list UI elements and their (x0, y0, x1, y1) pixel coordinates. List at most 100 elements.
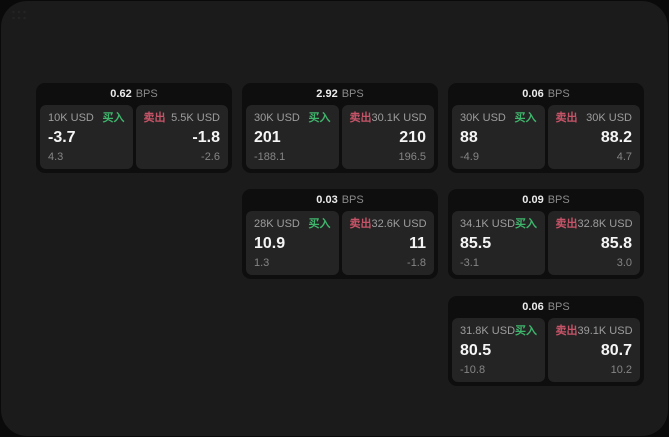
buy-panel[interactable]: 10K USD 买入 -3.7 4.3 (40, 105, 133, 169)
buy-top-row: 28K USD 买入 (254, 218, 331, 230)
buy-top-row: 34.1K USD 买入 (460, 218, 537, 230)
bps-value: 0.06 (522, 88, 544, 100)
buy-panel[interactable]: 30K USD 买入 201 -188.1 (246, 105, 339, 169)
sell-price: 85.8 (600, 234, 632, 252)
buy-delta: -188.1 (254, 151, 286, 163)
sell-delta: 196.5 (398, 151, 426, 163)
bps-value: 0.06 (522, 301, 544, 313)
sell-side-label: 卖出 (555, 325, 578, 337)
quote-panels: 28K USD 买入 10.9 1.3 卖出 32.6K USD 11 -1.8 (246, 211, 434, 275)
bps-unit-label: BPS (341, 88, 364, 100)
buy-top-row: 10K USD 买入 (48, 112, 125, 124)
sell-price: 210 (399, 128, 426, 146)
quote-card: 0.09 BPS 34.1K USD 买入 85.5 -3.1 卖出 32.8K… (448, 189, 644, 279)
buy-side-label: 买入 (514, 112, 537, 124)
bps-unit-label: BPS (135, 88, 158, 100)
sell-panel[interactable]: 卖出 32.8K USD 85.8 3.0 (547, 211, 640, 275)
bps-unit-label: BPS (547, 88, 570, 100)
sell-side-label: 卖出 (555, 218, 578, 230)
quote-card: 0.06 BPS 31.8K USD 买入 80.5 -10.8 卖出 39.1… (448, 296, 644, 386)
buy-panel[interactable]: 30K USD 买入 88 -4.9 (452, 105, 545, 169)
sell-delta: -2.6 (201, 151, 220, 163)
buy-top-row: 31.8K USD 买入 (460, 325, 537, 337)
buy-delta: -3.1 (460, 257, 479, 269)
sell-top-row: 卖出 30.1K USD (350, 112, 427, 124)
quote-panels: 30K USD 买入 201 -188.1 卖出 30.1K USD 210 1… (246, 105, 434, 169)
quote-panels: 30K USD 买入 88 -4.9 卖出 30K USD 88.2 4.7 (452, 105, 640, 169)
sell-delta: -1.8 (407, 257, 426, 269)
buy-side-label: 买入 (102, 112, 125, 124)
card-header: 2.92 BPS (242, 83, 438, 105)
sell-delta: 3.0 (616, 257, 632, 269)
buy-top-row: 30K USD 买入 (254, 112, 331, 124)
buy-side-label: 买入 (515, 325, 538, 337)
sell-panel[interactable]: 卖出 5.5K USD -1.8 -2.6 (135, 105, 228, 169)
buy-side-label: 买入 (308, 112, 331, 124)
quote-panels: 34.1K USD 买入 85.5 -3.1 卖出 32.8K USD 85.8… (452, 211, 640, 275)
buy-delta: 1.3 (254, 257, 270, 269)
sell-delta: 4.7 (616, 151, 632, 163)
sell-amount: 32.6K USD (371, 218, 427, 230)
buy-amount: 10K USD (48, 112, 94, 124)
buy-amount: 31.8K USD (460, 325, 516, 337)
buy-top-row: 30K USD 买入 (460, 112, 537, 124)
sell-panel[interactable]: 卖出 39.1K USD 80.7 10.2 (547, 318, 640, 382)
buy-price: -3.7 (48, 128, 76, 146)
sell-top-row: 卖出 32.8K USD (556, 218, 633, 230)
buy-side-label: 买入 (308, 218, 331, 230)
card-header: 0.03 BPS (242, 189, 438, 211)
sell-price: 11 (409, 234, 426, 252)
bps-unit-label: BPS (547, 301, 570, 313)
sell-panel[interactable]: 卖出 30.1K USD 210 196.5 (341, 105, 434, 169)
corner-dots-icon (12, 10, 26, 20)
quote-panels: 31.8K USD 买入 80.5 -10.8 卖出 39.1K USD 80.… (452, 318, 640, 382)
sell-side-label: 卖出 (349, 218, 372, 230)
sell-price: 88.2 (600, 128, 632, 146)
sell-price: 80.7 (600, 341, 632, 359)
sell-top-row: 卖出 30K USD (556, 112, 633, 124)
buy-panel[interactable]: 31.8K USD 买入 80.5 -10.8 (452, 318, 545, 382)
buy-delta: -10.8 (460, 364, 486, 376)
buy-amount: 30K USD (254, 112, 300, 124)
buy-price: 88 (460, 128, 478, 146)
sell-panel[interactable]: 卖出 30K USD 88.2 4.7 (547, 105, 640, 169)
sell-top-row: 卖出 39.1K USD (556, 325, 633, 337)
sell-side-label: 卖出 (349, 112, 372, 124)
sell-panel[interactable]: 卖出 32.6K USD 11 -1.8 (341, 211, 434, 275)
buy-side-label: 买入 (515, 218, 538, 230)
quote-card: 0.62 BPS 10K USD 买入 -3.7 4.3 卖出 5.5K USD… (36, 83, 232, 173)
buy-price: 80.5 (460, 341, 492, 359)
sell-side-label: 卖出 (555, 112, 578, 124)
sell-amount: 30.1K USD (371, 112, 427, 124)
bps-value: 0.03 (316, 194, 338, 206)
quote-card: 0.03 BPS 28K USD 买入 10.9 1.3 卖出 32.6K US… (242, 189, 438, 279)
buy-amount: 28K USD (254, 218, 300, 230)
sell-top-row: 卖出 32.6K USD (350, 218, 427, 230)
card-header: 0.09 BPS (448, 189, 644, 211)
buy-amount: 30K USD (460, 112, 506, 124)
sell-amount: 32.8K USD (577, 218, 633, 230)
buy-panel[interactable]: 28K USD 买入 10.9 1.3 (246, 211, 339, 275)
bps-value: 0.09 (522, 194, 544, 206)
buy-panel[interactable]: 34.1K USD 买入 85.5 -3.1 (452, 211, 545, 275)
card-header: 0.62 BPS (36, 83, 232, 105)
bps-unit-label: BPS (341, 194, 364, 206)
bps-value: 2.92 (316, 88, 338, 100)
quote-panels: 10K USD 买入 -3.7 4.3 卖出 5.5K USD -1.8 -2.… (40, 105, 228, 169)
sell-amount: 5.5K USD (171, 112, 220, 124)
sell-top-row: 卖出 5.5K USD (144, 112, 221, 124)
sell-side-label: 卖出 (143, 112, 166, 124)
sell-price: -1.8 (192, 128, 220, 146)
sell-amount: 39.1K USD (577, 325, 633, 337)
buy-delta: -4.9 (460, 151, 479, 163)
card-header: 0.06 BPS (448, 296, 644, 318)
card-header: 0.06 BPS (448, 83, 644, 105)
bps-unit-label: BPS (547, 194, 570, 206)
buy-amount: 34.1K USD (460, 218, 516, 230)
sell-amount: 30K USD (586, 112, 632, 124)
bps-value: 0.62 (110, 88, 132, 100)
sell-delta: 10.2 (610, 364, 632, 376)
buy-price: 85.5 (460, 234, 492, 252)
